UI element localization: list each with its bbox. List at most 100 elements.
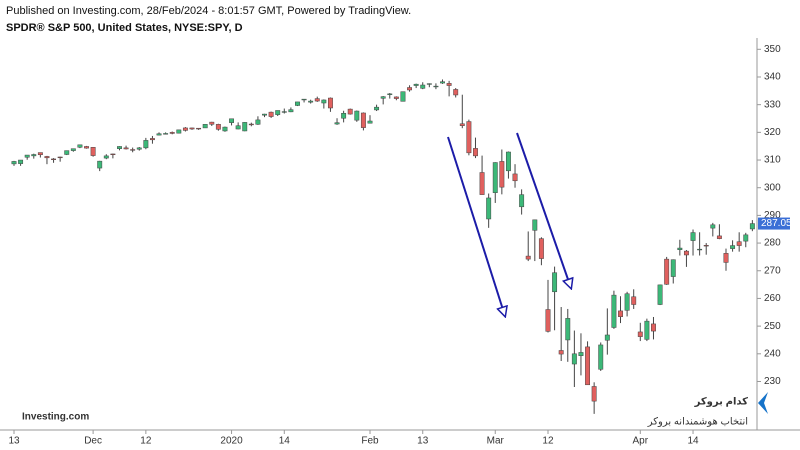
x-tick-label: 12 (542, 436, 554, 447)
candle-body (90, 147, 96, 156)
candle-body (123, 147, 129, 150)
candle-body (710, 224, 716, 229)
candle-body (440, 81, 445, 84)
x-tick-label: Mar (487, 436, 505, 447)
candle-body (103, 155, 109, 159)
candle-body (248, 123, 254, 126)
y-tick-label: 330 (764, 99, 781, 110)
candle-body (393, 96, 399, 99)
candle-body (275, 110, 281, 115)
candle-body (18, 159, 24, 164)
candle-body (229, 118, 235, 123)
candle-body (611, 294, 617, 328)
candle-body (163, 133, 169, 135)
candle-body (51, 158, 57, 160)
logo: Investing.com (22, 412, 89, 423)
candle-body (479, 172, 485, 195)
x-tick-label: 12 (140, 436, 152, 447)
candle-body (136, 147, 142, 150)
candle-body (70, 148, 76, 151)
candle-body (446, 83, 452, 86)
y-tick-label: 350 (764, 44, 781, 55)
candle-body (631, 296, 637, 305)
candle-body (492, 162, 498, 193)
candle-body (558, 350, 564, 355)
candle-body (505, 151, 511, 172)
x-tick-label: 13 (8, 436, 20, 447)
candle-body (202, 124, 208, 129)
candle-body (512, 173, 518, 182)
candle-body (97, 160, 103, 169)
candle-body (327, 97, 333, 109)
candle-body (499, 161, 505, 188)
candle-body (235, 125, 241, 130)
x-tick-label: 14 (279, 436, 291, 447)
candle-body (400, 91, 406, 102)
watermark-icon (758, 392, 768, 414)
annotation-arrow (516, 132, 571, 288)
candle-body (453, 89, 459, 96)
candle-body (604, 334, 610, 341)
candle-body (354, 110, 360, 121)
candle-body (196, 127, 202, 130)
candle-body (321, 99, 327, 104)
candle-body (44, 156, 50, 159)
candle-body (24, 154, 30, 158)
candle-body (367, 120, 373, 124)
candle-body (130, 149, 136, 151)
y-tick-label: 250 (764, 321, 781, 332)
watermark: کدام بروکر (694, 397, 749, 408)
chart-title: SPDR® S&P 500, United States, NYSE:SPY, … (6, 22, 243, 34)
candle-body (743, 234, 749, 242)
candle-body (149, 138, 155, 141)
candle-body (670, 259, 676, 277)
candle-body (31, 154, 37, 157)
candle-body (703, 245, 709, 247)
candle-body (565, 318, 571, 341)
last-price-box (758, 217, 790, 230)
x-tick-label: 2020 (220, 436, 243, 447)
y-tick-label: 310 (764, 155, 781, 166)
candle-body (420, 84, 426, 89)
candle-body (644, 320, 650, 340)
y-tick-label: 240 (764, 348, 781, 359)
candle-body (651, 323, 656, 332)
candle-body (295, 101, 300, 106)
x-tick-label: 13 (417, 436, 429, 447)
candle-body (683, 250, 689, 256)
y-tick-label: 260 (764, 293, 781, 304)
candle-body (176, 129, 182, 134)
y-tick-label: 230 (764, 376, 781, 387)
candle-body (519, 194, 525, 208)
candle-body (618, 310, 623, 317)
candle-body (255, 119, 261, 125)
candle-body (664, 258, 670, 285)
y-tick-label: 270 (764, 265, 781, 276)
x-tick-label: Apr (633, 436, 649, 447)
candle-body (380, 96, 386, 99)
candle-body (723, 253, 729, 263)
candle-body (117, 146, 122, 149)
candle-body (360, 112, 366, 128)
candle-body (413, 83, 419, 86)
y-tick-label: 340 (764, 72, 781, 83)
y-tick-label: 280 (764, 238, 781, 249)
annotation-arrow (447, 136, 505, 316)
candle-body (64, 150, 70, 155)
candle-body (624, 293, 630, 311)
candle-body (591, 386, 597, 402)
candle-body (169, 132, 175, 134)
candle-body (37, 152, 43, 156)
candle-body (585, 346, 590, 386)
plot: 230 240 250 260 270 280 290 300 310 320 330 340 350 1… (8, 44, 792, 447)
candle-body (84, 146, 89, 149)
candle-body (690, 232, 696, 241)
candle-body (677, 247, 683, 250)
candle-body (222, 126, 228, 132)
candle-body (407, 87, 413, 91)
candle-body (314, 98, 320, 102)
candle-body (347, 108, 353, 115)
candle-body (374, 106, 380, 111)
